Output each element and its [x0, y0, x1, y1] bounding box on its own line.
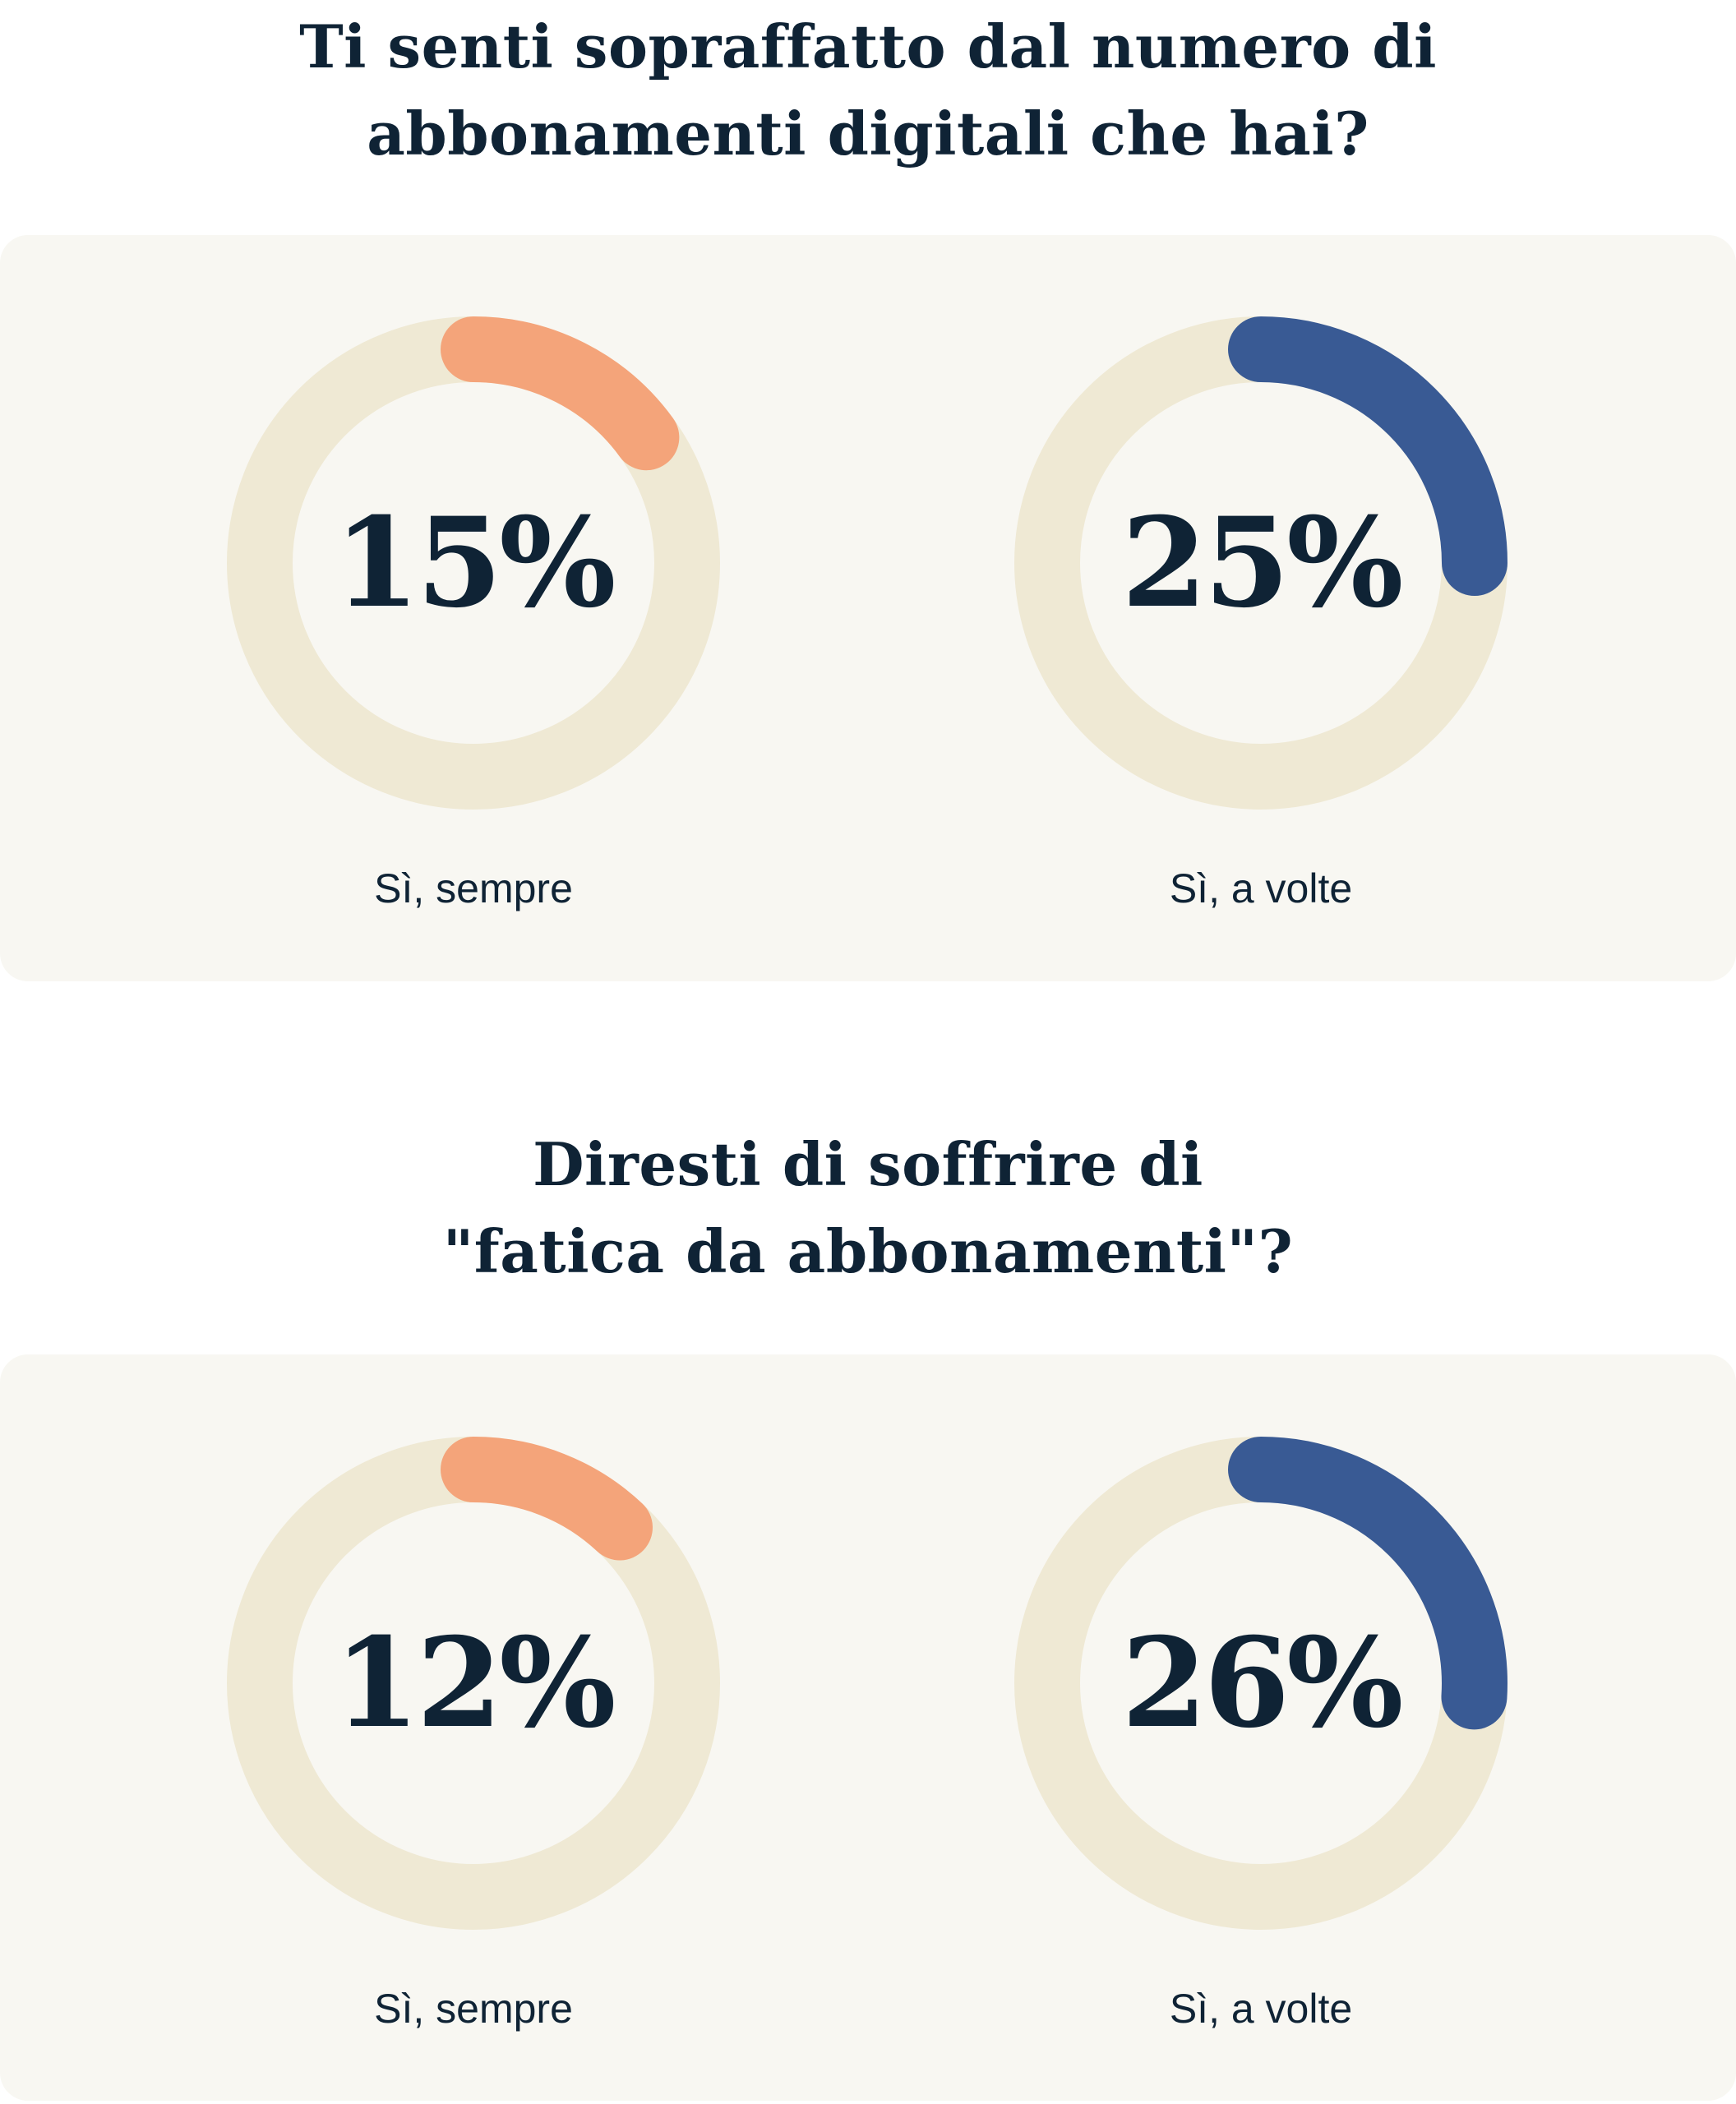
chart-title-2-line-2: "fatica da abbonamenti"? [442, 1216, 1294, 1286]
donut-arc [227, 1437, 720, 1930]
percent-value: 12% [334, 1611, 616, 1756]
chart-title-1: Ti senti sopraffatto dal numero di abbon… [0, 3, 1736, 178]
chart-title-2: Diresti di soffrire di "fatica da abbona… [0, 1121, 1736, 1295]
series-label: Sì, sempre [374, 1986, 573, 2032]
series-label: Sì, a volte [1169, 1986, 1353, 2032]
donut-svg [1014, 316, 1507, 810]
series-label: Sì, sempre [374, 865, 573, 911]
donut-arc [227, 316, 720, 810]
chart-title-2-line-1: Diresti di soffrire di [533, 1129, 1203, 1199]
donut-chart: 15% [219, 308, 728, 818]
series-label: Sì, a volte [1169, 865, 1353, 911]
percent-value: 15% [334, 491, 616, 635]
donut-arc [1014, 1437, 1507, 1930]
donut-chart: 26% [1006, 1428, 1516, 1938]
percent-value: 25% [1121, 491, 1403, 635]
chart-title-1-line-1: Ti senti sopraffatto dal numero di [299, 12, 1437, 81]
percent-value: 26% [1121, 1611, 1403, 1756]
donut-svg [227, 316, 720, 810]
donut-svg [1014, 1437, 1507, 1930]
donut-svg [227, 1437, 720, 1930]
donut-chart: 12% [219, 1428, 728, 1938]
donut-arc [1014, 316, 1507, 810]
chart-title-1-line-2: abbonamenti digitali che hai? [367, 99, 1369, 168]
donut-chart: 25% [1006, 308, 1516, 818]
